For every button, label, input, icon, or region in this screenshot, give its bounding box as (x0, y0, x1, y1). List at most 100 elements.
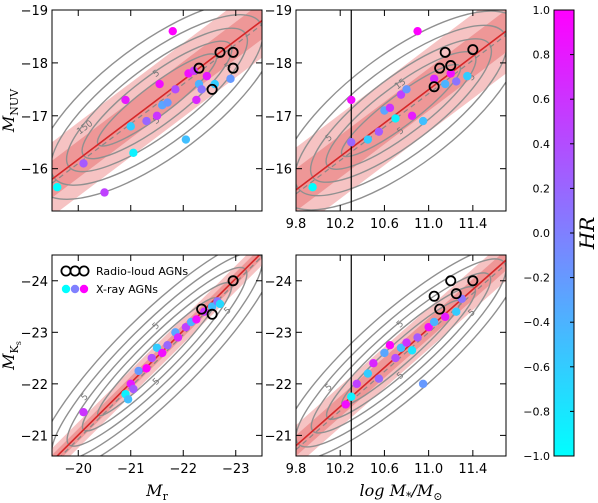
xray-agn-point (171, 85, 180, 94)
contour-line (52, 255, 262, 456)
dashed-relation-line (296, 34, 506, 195)
xray-agn-point (385, 340, 395, 350)
xray-agn-point (152, 343, 162, 352)
xray-agn-point (418, 116, 428, 126)
xray-agn-point (181, 322, 191, 332)
y-tick-label: −17 (265, 110, 292, 125)
xray-agn-point (100, 188, 109, 197)
xray-agn-point (441, 312, 450, 322)
y-tick-label: −24 (21, 275, 48, 290)
y-tick-label: −24 (265, 275, 292, 290)
xray-agn-point (168, 26, 177, 36)
x-tick-label: 11.0 (414, 462, 443, 477)
plot-area: 150 555 (52, 10, 262, 211)
x-tick-label: 10.2 (326, 217, 355, 232)
radio-loud-agn-point (214, 46, 226, 58)
x-tick-label: 10.6 (370, 217, 399, 232)
radio-loud-agn-point (227, 275, 239, 287)
xray-agn-point (463, 71, 472, 81)
legend-xray-marker (61, 284, 71, 294)
xray-agn-point (347, 95, 356, 105)
colorbar-tick-label: 0.0 (533, 227, 551, 240)
colorbar-tick-label: −0.6 (523, 361, 550, 374)
legend-radio-marker (60, 265, 72, 277)
radio-loud-agn-point (434, 62, 446, 74)
xray-agn-point (413, 26, 422, 36)
colorbar-tick-label: −0.2 (523, 272, 550, 285)
xray-agn-point (192, 315, 201, 324)
colorbar-tick-label: 0.4 (533, 138, 551, 151)
y-tick-label: −16 (21, 163, 48, 178)
xray-agn-point (352, 379, 361, 389)
x-tick-label: 11.4 (458, 462, 487, 477)
xray-agn-point (79, 407, 88, 417)
y-tick-label: −17 (21, 110, 48, 125)
x-axis-label: Mr (145, 481, 168, 503)
legend-radio-marker (69, 265, 81, 277)
radio-loud-agn-point (467, 275, 479, 287)
xray-agn-point (407, 346, 417, 355)
colorbar: −1.0 −0.8 −0.6 −0.4 −0.2 0.0 0.2 0.4 0.6 0.8 1.0 H… (523, 4, 598, 463)
xray-agn-point (134, 366, 143, 376)
y-tick-label: −16 (265, 163, 292, 178)
xray-agn-point (142, 116, 151, 126)
x-axis-label: log M*/M⊙ (360, 481, 443, 503)
contour-label: 5 (223, 306, 234, 317)
xray-agn-point (129, 148, 138, 158)
y-axis-label: MNUV (0, 88, 21, 133)
xray-agn-point (226, 74, 235, 83)
colorbar-tick-label: 1.0 (533, 4, 551, 17)
legend-radio-marker (78, 265, 90, 277)
radio-loud-agn-point (428, 290, 440, 302)
panel-bottom-right: 5 5 5 5 9.8 10.2 10.6 11.0 11.4 −21 −22 −23 −24 log M… (265, 254, 507, 503)
colorbar-ticks: −1.0 −0.8 −0.6 −0.4 −0.2 0.0 0.2 0.4 0.6 0.8 1.0 (523, 4, 574, 463)
xray-agn-point (197, 85, 206, 94)
fit-line (56, 255, 261, 456)
xray-agn-point (363, 135, 373, 144)
colorbar-tick-label: −1.0 (523, 450, 550, 463)
xray-agn-point (385, 103, 395, 113)
xray-agn-point (155, 79, 164, 89)
xray-agn-point (363, 369, 373, 378)
y-tick-label: −21 (21, 429, 48, 444)
contour-label: 5 (151, 377, 162, 388)
x-tick-label: −23 (222, 462, 249, 477)
xray-agn-point (396, 90, 406, 99)
xray-agn-point (391, 353, 400, 363)
y-tick-label: −22 (21, 378, 48, 393)
xray-agn-point (380, 348, 389, 358)
xray-agn-point (402, 85, 411, 94)
xray-agn-point (192, 95, 201, 105)
colorbar-tick-label: −0.4 (523, 316, 550, 329)
y-tick-label: −19 (21, 4, 48, 19)
xray-agn-point (429, 74, 439, 83)
x-tick-label: −20 (65, 462, 92, 477)
y-tick-label: −18 (21, 57, 48, 72)
xray-agn-point (374, 374, 384, 383)
radio-loud-agn-point (206, 83, 218, 95)
xray-agn-point (158, 348, 167, 358)
dashed-relation-line (52, 24, 262, 184)
y-tick-label: −19 (265, 4, 292, 19)
xray-agn-point (374, 127, 384, 136)
contour-label: 5 (396, 126, 407, 137)
x-tick-label: 11.4 (458, 217, 487, 232)
radio-loud-agn-point (206, 308, 218, 320)
radio-loud-agn-point (196, 303, 208, 315)
y-tick-label: −21 (265, 429, 292, 444)
radio-loud-agn-point (445, 60, 457, 72)
colorbar-tick-label: 0.2 (533, 182, 551, 195)
xray-agn-point (424, 322, 433, 332)
radio-loud-agn-point (434, 303, 446, 315)
contour-line (296, 10, 506, 211)
panel-bottom-left: 5 5 5 5 −20 −21 −22 −23 −21 −22 −23 −24 MKs Mr Radio-l… (0, 254, 263, 503)
colorbar-tick-label: 0.8 (533, 49, 551, 62)
contour-line (52, 255, 262, 456)
contour-line (296, 255, 506, 456)
xray-agn-point (129, 384, 138, 394)
plot-area: 5 5 5 5 (296, 255, 506, 456)
xray-agn-point (121, 95, 130, 105)
xray-agn-point (181, 135, 191, 144)
